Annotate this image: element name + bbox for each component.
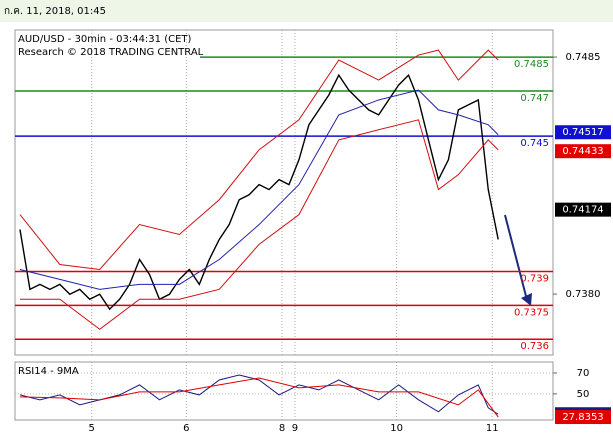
panel-subtitle: Research © 2018 TRADING CENTRAL (18, 47, 204, 58)
series-line (19, 377, 499, 418)
header-date: ก.ค. 11, 2018, 01:45 (4, 6, 106, 17)
main-panel (14, 29, 554, 356)
y-tick-label: 50 (577, 389, 590, 400)
rsi-panel (14, 361, 554, 421)
x-tick-label: 8 (279, 423, 285, 434)
panel-title: RSI14 - 9MA (18, 366, 79, 377)
level-label: 0.7485 (514, 59, 549, 70)
level-label: 0.745 (520, 138, 549, 149)
level-label: 0.739 (520, 273, 549, 284)
y-tick-label: 0.7380 (566, 289, 601, 300)
arrow-head (521, 293, 532, 306)
forecast-arrow (504, 214, 528, 301)
price-tag-label: 0.74174 (562, 205, 603, 216)
level-label: 0.747 (520, 93, 549, 104)
header-bar (0, 0, 613, 22)
x-tick-label: 11 (486, 423, 499, 434)
x-tick-label: 9 (292, 423, 298, 434)
level-label: 0.7375 (514, 307, 549, 318)
price-tag-label: 0.74433 (562, 146, 603, 157)
price-tag (555, 144, 611, 159)
y-tick-label: 70 (577, 368, 590, 379)
series-line (19, 73, 499, 311)
x-tick-label: 6 (183, 423, 189, 434)
series-line (19, 119, 499, 330)
price-tag-label: 27.8353 (562, 412, 603, 423)
x-tick-label: 10 (390, 423, 403, 434)
series-line (19, 49, 499, 270)
panel-title: AUD/USD - 30min - 03:44:31 (CET) (18, 34, 192, 45)
price-tag (555, 202, 611, 217)
series-line (19, 89, 499, 290)
level-label: 0.736 (520, 341, 549, 352)
price-tag-label: 0.74517 (562, 127, 603, 138)
y-tick-label: 0.7485 (566, 52, 601, 63)
price-tag (555, 125, 611, 140)
price-tag (555, 410, 611, 425)
x-tick-label: 5 (89, 423, 95, 434)
